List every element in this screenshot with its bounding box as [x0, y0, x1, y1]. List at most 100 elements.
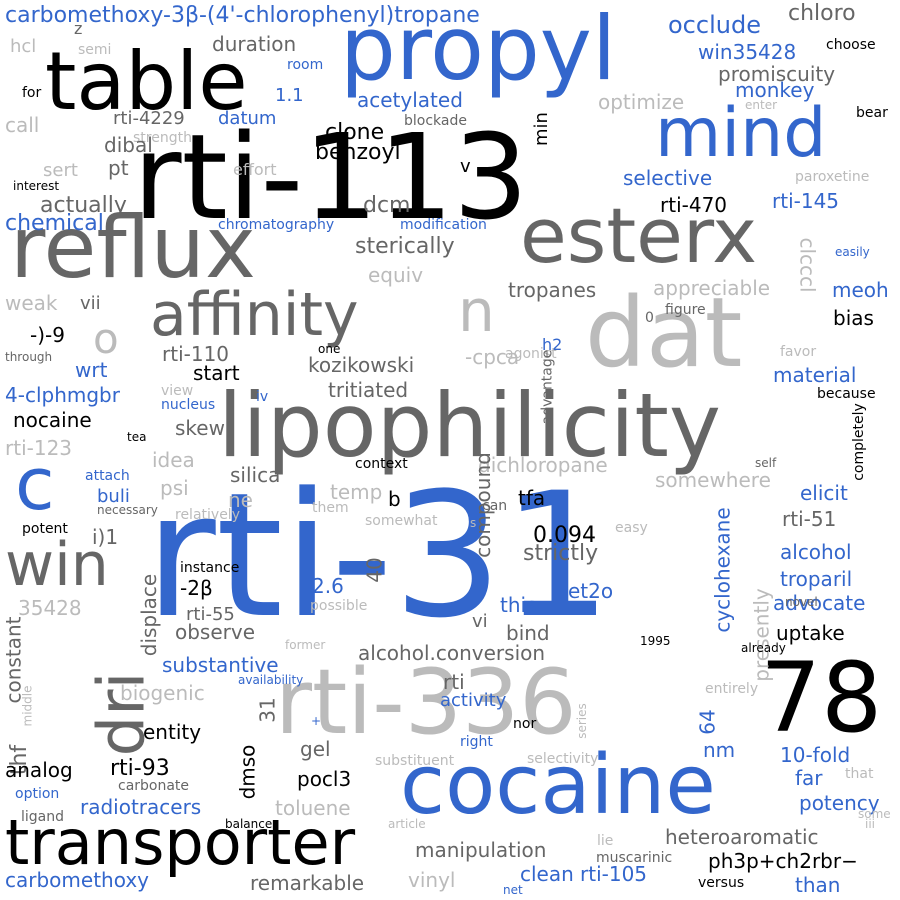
cloud-word: strength: [133, 130, 192, 146]
cloud-word: can: [482, 498, 508, 514]
cloud-word: muscarinic: [596, 850, 673, 866]
cloud-word: iv: [256, 389, 269, 405]
cloud-word: 2.6: [312, 574, 344, 598]
cloud-word: start: [193, 361, 240, 385]
cloud-word: instance: [180, 560, 240, 576]
cloud-word: v: [460, 156, 471, 177]
cloud-word: easily: [835, 245, 870, 259]
cloud-word: toluene: [275, 796, 351, 820]
cloud-word: rti-336: [275, 650, 577, 755]
cloud-word: psi: [160, 476, 189, 500]
cloud-word: necessary: [97, 503, 158, 517]
cloud-word: 78: [760, 642, 883, 754]
cloud-word: series: [574, 703, 589, 739]
cloud-word: z: [74, 19, 83, 38]
cloud-word: 40: [362, 557, 387, 583]
cloud-word: tea: [127, 430, 147, 444]
cloud-word: 64: [695, 709, 720, 735]
cloud-word: lie: [597, 833, 614, 849]
cloud-word: ligand: [21, 809, 65, 825]
cloud-word: attach: [85, 468, 130, 484]
cloud-word: et2o: [568, 579, 614, 603]
cloud-word: tropanes: [508, 278, 597, 302]
cloud-word: clone: [325, 120, 385, 145]
cloud-word: 31: [255, 697, 280, 723]
cloud-word: advocate: [773, 591, 866, 615]
cloud-word: choose: [826, 37, 876, 53]
cloud-word: 1995: [640, 634, 671, 648]
cloud-word: availability: [238, 673, 304, 687]
cloud-word: rti-470: [660, 193, 728, 217]
cloud-word: -2β: [180, 576, 213, 600]
cloud-word: clcccl: [795, 237, 820, 293]
cloud-word: actually: [40, 193, 127, 218]
cloud-word: this: [500, 593, 537, 617]
cloud-word: favor: [780, 344, 817, 360]
cloud-word: selective: [623, 166, 713, 190]
cloud-word: temp: [330, 480, 383, 504]
cloud-word: presently: [749, 588, 774, 682]
cloud-word: selectivity: [527, 751, 599, 767]
cloud-word: option: [15, 786, 60, 802]
cloud-word: than: [795, 873, 841, 897]
cloud-word: benzoyl: [315, 140, 401, 165]
cloud-word: that: [845, 766, 874, 782]
cloud-word: room: [287, 57, 324, 73]
cloud-word: occlude: [668, 11, 761, 39]
cloud-word: iii: [865, 817, 876, 831]
cloud-word: them: [312, 500, 349, 516]
cloud-word: rti-4229: [113, 108, 185, 129]
cloud-word: possible: [310, 598, 368, 614]
cloud-word: carbonate: [118, 778, 190, 794]
cloud-word: bind: [506, 621, 550, 645]
cloud-word: former: [285, 638, 326, 652]
cloud-word: for: [22, 85, 42, 101]
cloud-word: vinyl: [408, 868, 456, 892]
cloud-word: substituent: [375, 753, 455, 769]
cloud-word: entirely: [705, 681, 759, 697]
cloud-word: nm: [703, 738, 736, 762]
cloud-word: blockade: [404, 113, 467, 129]
cloud-word: remarkable: [250, 871, 365, 895]
cloud-word: versus: [698, 875, 745, 891]
cloud-word: elicit: [800, 481, 848, 505]
cloud-word: meoh: [832, 278, 889, 302]
cloud-word: cyclohexane: [710, 507, 735, 633]
cloud-word: datum: [218, 108, 277, 129]
cloud-word: hcl: [10, 36, 37, 57]
cloud-word: chloro: [788, 1, 856, 26]
cloud-word: net: [503, 883, 523, 897]
cloud-word: acetylated: [357, 88, 463, 112]
cloud-word: rti-105: [580, 862, 648, 886]
cloud-word: dcm: [363, 193, 411, 218]
cloud-word: bias: [833, 306, 874, 330]
cloud-word: i)1: [92, 525, 119, 549]
cloud-word: pt: [108, 156, 129, 180]
cloud-word: somewhere: [655, 468, 771, 492]
cloud-word: vii: [80, 293, 101, 314]
cloud-word: effort: [233, 160, 277, 179]
cloud-word: completely: [850, 403, 867, 481]
cloud-word: win35428: [698, 40, 797, 64]
cloud-word: novel: [785, 595, 818, 609]
cloud-word: activity: [440, 690, 507, 711]
cloud-word: gel: [300, 737, 331, 761]
cloud-word: advantage: [539, 349, 556, 425]
cloud-word: win: [5, 530, 109, 600]
cloud-word: buli: [97, 486, 130, 507]
cloud-word: rti-31: [145, 455, 612, 656]
cloud-word: propyl: [340, 0, 617, 100]
cloud-word: agonist: [505, 346, 557, 362]
cloud-word: silica: [230, 463, 281, 487]
cloud-word: kozikowski: [308, 353, 415, 377]
cloud-word: rti-145: [772, 189, 840, 213]
cloud-word: equiv: [368, 263, 424, 287]
cloud-word: dichloropane: [478, 453, 608, 477]
cloud-word: ne: [228, 488, 253, 512]
cloud-word: transporter: [5, 806, 356, 879]
cloud-word: tfa: [518, 486, 546, 510]
cloud-word: strictly: [523, 541, 599, 566]
cloud-word: -)-9: [30, 323, 65, 347]
cloud-word: b: [388, 487, 401, 511]
